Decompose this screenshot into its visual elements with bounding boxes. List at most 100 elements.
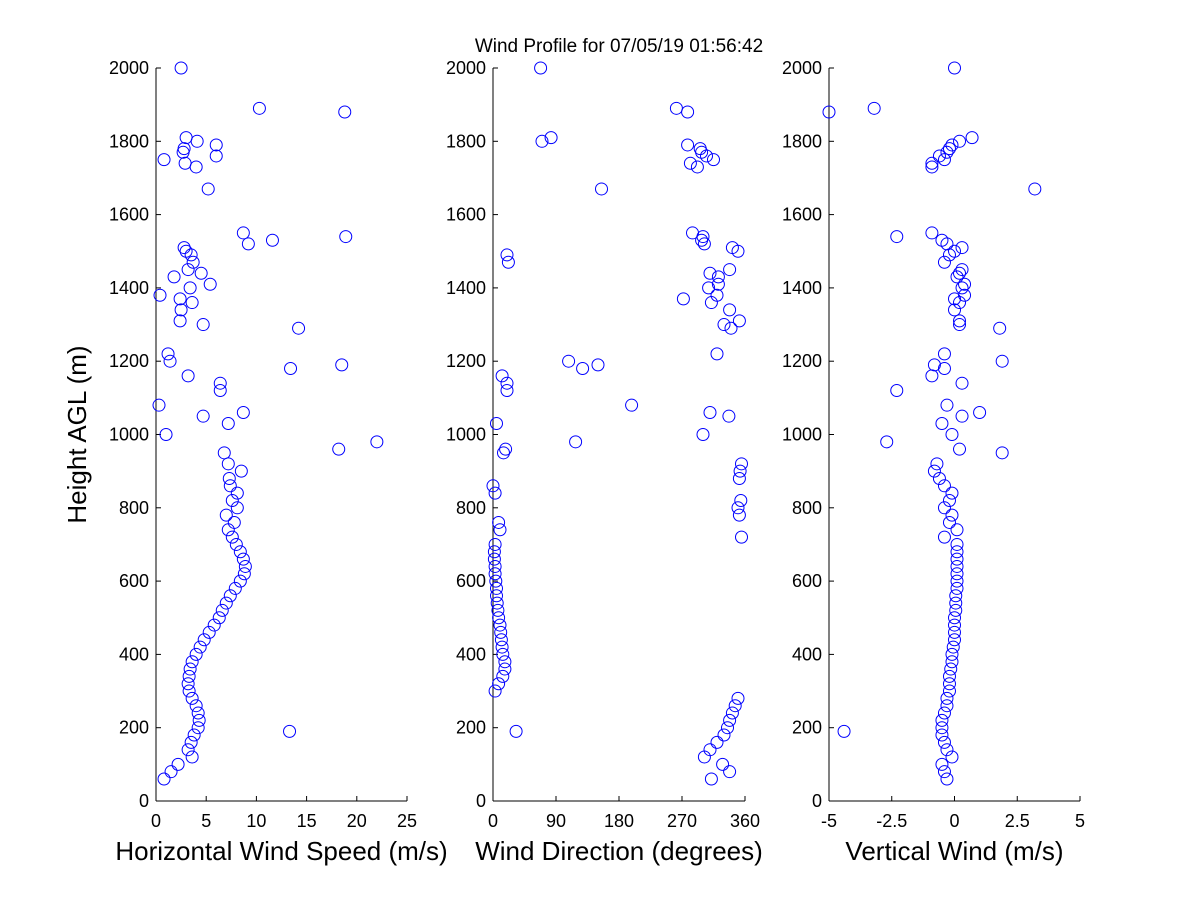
data-point <box>728 699 742 713</box>
data-point <box>945 138 959 152</box>
data-point <box>948 61 961 75</box>
data-point <box>213 376 227 390</box>
data-point <box>185 691 199 705</box>
y-tick-label: 1800 <box>782 131 822 151</box>
subplot: 0 200 400 600 800 1000 1200 1400 1600 1800 2000 0 90… <box>446 36 763 866</box>
data-point <box>703 406 717 420</box>
y-tick-label: 1600 <box>782 205 822 225</box>
data-point <box>595 182 608 196</box>
data-point <box>496 647 510 661</box>
data-point <box>733 464 747 478</box>
data-point <box>252 101 266 115</box>
data-point <box>194 266 208 280</box>
data-point <box>498 662 512 676</box>
data-point <box>935 233 949 247</box>
y-tick-label: 1800 <box>446 131 486 151</box>
data-point <box>225 530 239 544</box>
x-tick-label: 25 <box>397 811 417 831</box>
data-point <box>509 724 523 738</box>
data-point <box>153 288 167 302</box>
data-point <box>209 149 223 163</box>
data-point <box>238 559 252 573</box>
data-point <box>958 288 972 302</box>
x-tick-label: 0 <box>151 811 161 831</box>
data-point <box>183 281 197 295</box>
data-point <box>488 486 502 500</box>
x-tick-label: 180 <box>604 811 634 831</box>
data-point <box>490 589 503 603</box>
data-point <box>227 515 241 529</box>
data-point <box>676 292 690 306</box>
data-point <box>174 61 188 75</box>
subplot: 0 200 400 600 800 1000 1200 1400 1600 1800 2000 -5 -… <box>782 58 1085 866</box>
data-point <box>937 479 951 493</box>
data-point <box>734 493 748 507</box>
data-point <box>493 523 507 537</box>
data-point <box>953 314 967 328</box>
data-point <box>236 406 250 420</box>
data-point <box>183 662 197 676</box>
data-point <box>489 574 503 588</box>
data-point <box>669 101 683 115</box>
data-point <box>681 105 695 119</box>
data-point <box>937 501 951 515</box>
data-point <box>501 255 515 269</box>
data-point <box>935 757 949 771</box>
data-point <box>725 241 739 255</box>
data-point <box>221 417 235 431</box>
data-point <box>237 567 251 581</box>
data-point <box>707 153 720 167</box>
data-point <box>189 160 203 174</box>
data-point <box>725 706 739 720</box>
x-tick-label: -2.5 <box>876 811 907 831</box>
data-point <box>213 384 227 398</box>
y-tick-label: 400 <box>456 644 486 664</box>
data-point <box>710 347 724 361</box>
x-tick-label: 5 <box>1075 811 1085 831</box>
data-point <box>948 633 961 647</box>
data-point <box>973 406 987 420</box>
data-point <box>935 713 949 727</box>
data-point <box>370 435 384 449</box>
data-point <box>946 640 960 654</box>
data-point <box>710 735 724 749</box>
data-point <box>223 479 237 493</box>
data-point <box>686 226 699 240</box>
data-point <box>189 699 203 713</box>
data-point <box>178 156 192 170</box>
data-point <box>181 369 195 383</box>
x-tick-label: -5 <box>821 811 837 831</box>
data-point <box>186 255 200 269</box>
data-point <box>196 318 210 332</box>
data-point <box>958 277 972 291</box>
data-point <box>173 314 187 328</box>
data-point <box>711 277 725 291</box>
data-point <box>950 552 964 566</box>
x-tick-label: 0 <box>488 811 498 831</box>
y-tick-label: 800 <box>792 498 822 518</box>
data-point <box>942 677 956 691</box>
data-point <box>955 376 969 390</box>
data-point <box>950 574 964 588</box>
data-point <box>209 138 223 152</box>
x-tick-label: 15 <box>297 811 317 831</box>
chart-title: Wind Profile for 07/05/19 01:56:42 <box>475 36 763 57</box>
data-point <box>500 376 514 390</box>
data-point <box>203 277 217 291</box>
data-point <box>184 735 198 749</box>
data-point <box>723 765 737 779</box>
data-point <box>152 398 166 412</box>
y-tick-label: 1800 <box>109 131 149 151</box>
data-point <box>234 464 248 478</box>
data-point <box>192 713 206 727</box>
data-point <box>890 384 904 398</box>
y-tick-label: 800 <box>119 498 149 518</box>
data-point <box>182 669 196 683</box>
data-point <box>945 655 959 669</box>
data-point <box>932 149 946 163</box>
data-point <box>217 446 231 460</box>
data-point <box>488 567 502 581</box>
data-point <box>174 303 188 317</box>
data-point <box>953 266 967 280</box>
data-point <box>703 743 717 757</box>
